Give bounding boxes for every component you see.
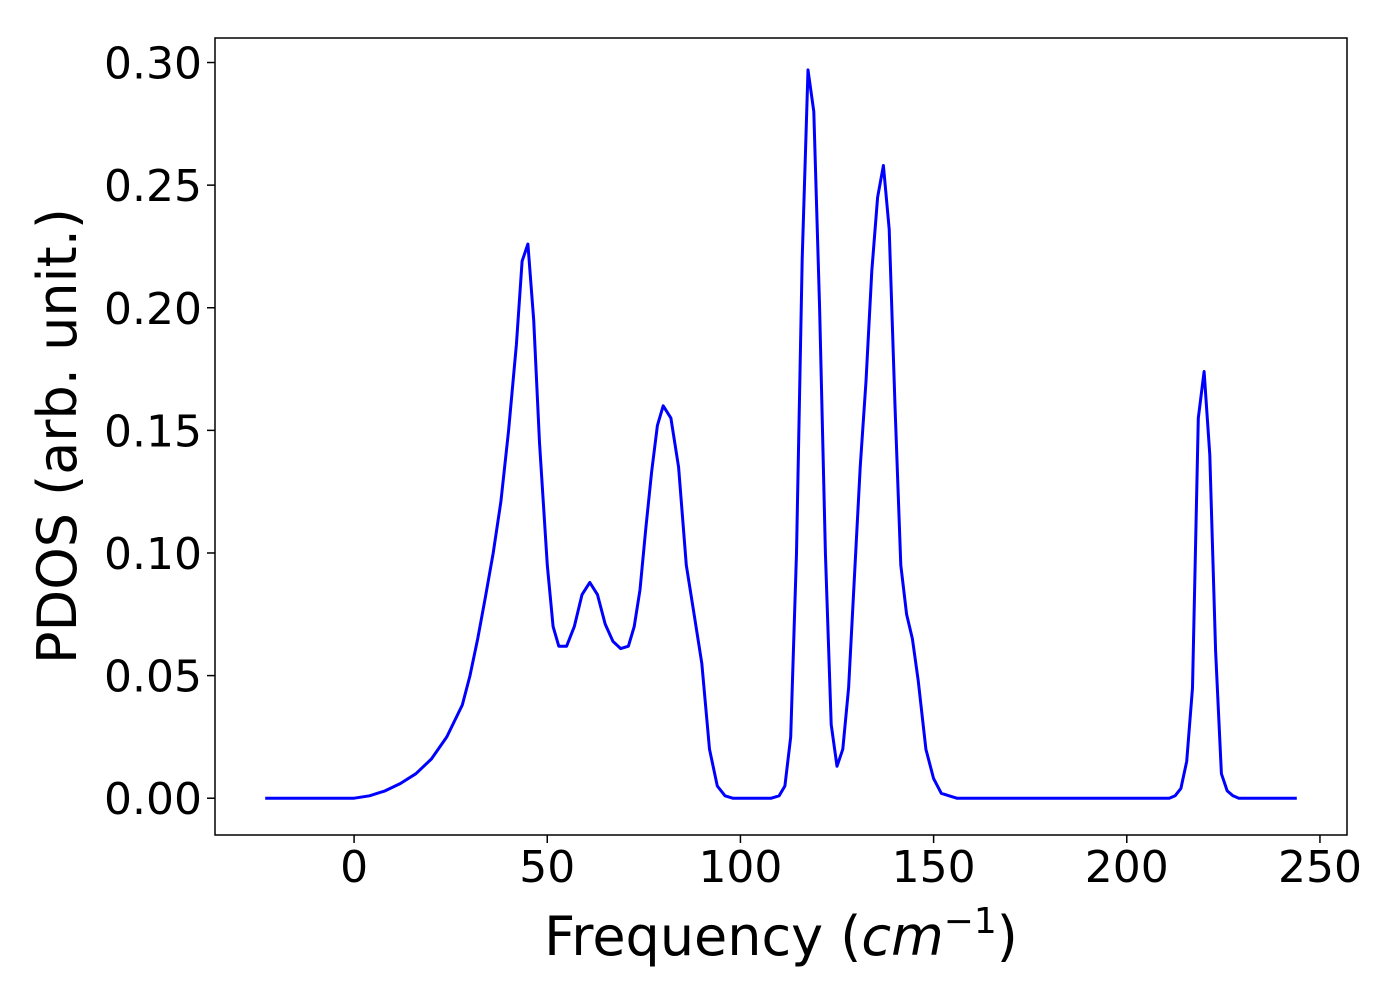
plot-background xyxy=(215,38,1347,835)
x-tick-label: 200 xyxy=(1085,842,1169,893)
y-tick-label: 0.20 xyxy=(104,284,202,335)
plot-frame xyxy=(214,37,1348,836)
x-axis-label-exponent: −1 xyxy=(944,901,997,942)
x-axis-ticks: 0 50 100 150 200 250 xyxy=(340,835,1362,893)
y-axis-ticks: 0.00 0.05 0.10 0.15 0.20 0.25 0.30 xyxy=(104,39,215,825)
x-axis-label-close: ) xyxy=(997,905,1018,968)
pdos-series-line xyxy=(265,68,1297,800)
x-axis-label-unit: cm xyxy=(861,905,943,968)
x-tick-label: 50 xyxy=(519,842,575,893)
x-tick-label: 150 xyxy=(892,842,976,893)
y-tick-label: 0.05 xyxy=(104,652,202,703)
y-tick-label: 0.30 xyxy=(104,39,202,90)
x-axis-label: Frequency (cm−1) xyxy=(544,901,1018,968)
x-tick-label: 0 xyxy=(340,842,368,893)
y-tick-label: 0.10 xyxy=(104,529,202,580)
y-axis-label: PDOS (arb. unit.) xyxy=(26,208,89,664)
x-axis-label-main: Frequency ( xyxy=(544,905,861,968)
y-tick-label: 0.25 xyxy=(104,161,202,212)
x-tick-label: 250 xyxy=(1278,842,1362,893)
plot-area xyxy=(265,68,1297,800)
y-tick-label: 0.00 xyxy=(104,774,202,825)
x-tick-label: 100 xyxy=(698,842,782,893)
y-tick-label: 0.15 xyxy=(104,406,202,457)
